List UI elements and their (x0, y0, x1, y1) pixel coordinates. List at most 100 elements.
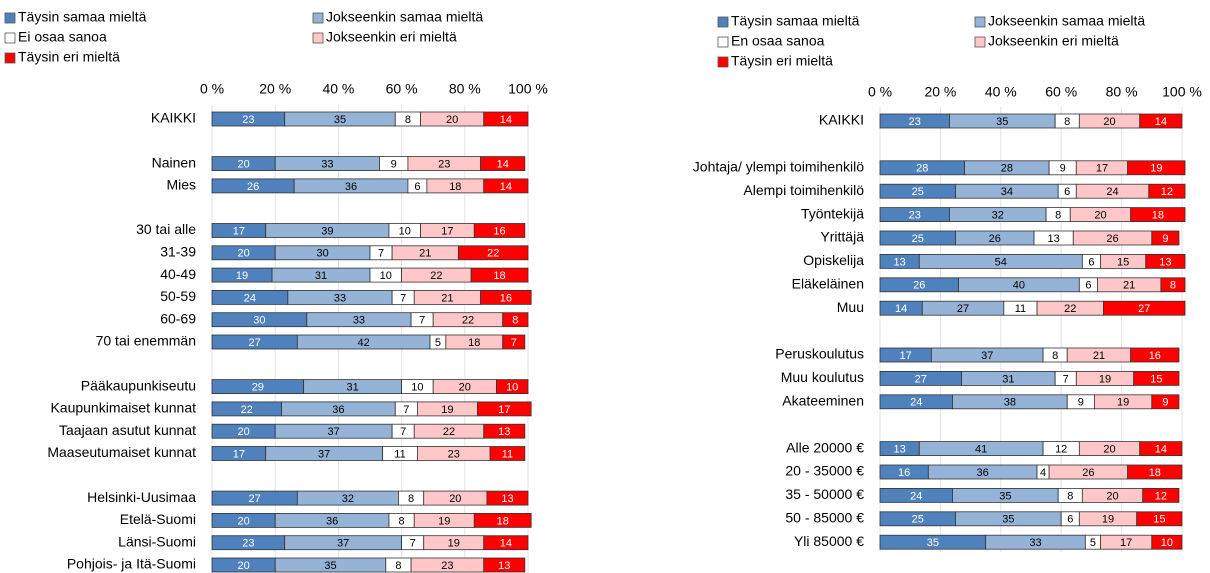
bar-segment (473, 223, 526, 238)
data-label: 14 (500, 181, 512, 193)
data-label: 20 (237, 159, 249, 171)
category-label: Kaupunkimaiset kunnat (50, 400, 196, 416)
bar-segment (1142, 487, 1180, 503)
data-label: 26 (1082, 467, 1094, 479)
data-label: 28 (916, 163, 928, 175)
data-label: 41 (975, 444, 987, 456)
x-tick-label: 20 % (924, 84, 956, 100)
data-label: 16 (1149, 350, 1161, 362)
bar-segment (502, 312, 529, 328)
data-label: 9 (1078, 397, 1084, 409)
bar-segment (1136, 511, 1183, 527)
data-label: 6 (1088, 256, 1094, 268)
x-tick-label: 60 % (386, 81, 418, 97)
legend-label: Täysin eri mieltä (18, 49, 120, 65)
category-label: 50 - 85000 € (785, 510, 864, 526)
bar-segment (473, 513, 532, 528)
category-label: 40-49 (160, 266, 196, 282)
category-label: 35 - 50000 € (785, 486, 864, 502)
data-label: 23 (438, 159, 450, 171)
category-label: Taajaan asutut kunnat (59, 422, 196, 438)
x-tick-label: 80 % (1106, 84, 1138, 100)
bar-segment (483, 111, 529, 127)
data-label: 20 (1103, 116, 1115, 128)
bar-segment (470, 267, 529, 283)
data-label: 21 (1123, 280, 1135, 292)
data-label: 54 (995, 256, 1007, 268)
data-label: 10 (411, 382, 423, 394)
bar-segment (483, 178, 529, 194)
data-label: 5 (435, 337, 441, 349)
data-label: 9 (391, 159, 397, 171)
bar-segment (502, 334, 526, 350)
data-label: 17 (498, 404, 510, 416)
data-label: 20 (237, 426, 249, 438)
data-label: 36 (332, 404, 344, 416)
legend-label: Täysin samaa mieltä (18, 9, 147, 25)
data-label: 8 (405, 114, 411, 126)
data-label: 12 (1161, 186, 1173, 198)
category-label: Etelä-Suomi (120, 511, 196, 527)
x-tick-label: 80 % (449, 81, 481, 97)
data-label: 18 (468, 337, 480, 349)
data-label: 8 (1067, 490, 1073, 502)
data-label: 18 (1149, 467, 1161, 479)
data-label: 6 (1064, 186, 1070, 198)
data-label: 6 (414, 181, 420, 193)
data-label: 19 (448, 538, 460, 550)
data-label: 40 (1013, 280, 1025, 292)
legend-label: Jokseenkin samaa mieltä (326, 9, 483, 25)
legend-swatch (974, 16, 986, 28)
category-label: Pääkaupunkiseutu (81, 377, 196, 393)
data-label: 24 (910, 490, 922, 502)
data-label: 23 (909, 116, 921, 128)
category-label: 70 tai enemmän (96, 333, 196, 349)
data-label: 6 (1085, 280, 1091, 292)
data-label: 24 (244, 292, 256, 304)
data-label: 23 (242, 538, 254, 550)
legend-label: Jokseenkin eri mieltä (326, 29, 457, 45)
category-label: Johtaja/ ylempi toimihenkilö (693, 159, 864, 175)
data-label: 32 (342, 493, 354, 505)
data-label: 10 (380, 270, 392, 282)
data-label: 26 (1106, 233, 1118, 245)
data-label: 16 (898, 467, 910, 479)
category-label: 50-59 (160, 288, 196, 304)
data-label: 7 (400, 426, 406, 438)
data-label: 33 (1029, 537, 1041, 549)
data-label: 23 (448, 448, 460, 460)
bar-segment (480, 156, 526, 172)
data-label: 38 (1004, 397, 1016, 409)
data-label: 7 (1063, 373, 1069, 385)
legend-label: Jokseenkin samaa mieltä (988, 13, 1145, 29)
data-label: 8 (1170, 280, 1176, 292)
data-label: 42 (358, 337, 370, 349)
bar-segment (477, 401, 532, 417)
legend-swatch (717, 36, 729, 48)
data-label: 9 (1060, 163, 1066, 175)
data-label: 32 (992, 210, 1004, 222)
data-label: 11 (1015, 303, 1026, 315)
data-label: 20 (446, 114, 458, 126)
data-label: 34 (1001, 186, 1013, 198)
data-label: 10 (506, 382, 518, 394)
data-label: 19 (441, 404, 453, 416)
data-label: 35 (996, 116, 1008, 128)
data-label: 14 (497, 159, 509, 171)
data-label: 13 (1159, 256, 1171, 268)
data-label: 19 (1102, 514, 1114, 526)
category-label: Nainen (152, 154, 196, 170)
data-label: 35 (1002, 514, 1014, 526)
data-label: 17 (1120, 537, 1132, 549)
data-label: 7 (511, 337, 517, 349)
data-label: 26 (913, 280, 925, 292)
legend-swatch (312, 32, 324, 44)
data-label: 9 (1162, 233, 1168, 245)
x-tick-label: 100 % (508, 81, 548, 97)
category-label: Muu (837, 299, 864, 315)
data-label: 20 (237, 560, 249, 572)
bar-segment (486, 490, 529, 506)
bar-segment (1151, 230, 1180, 246)
category-label: Länsi-Suomi (118, 533, 196, 549)
bar-segment (483, 557, 526, 573)
